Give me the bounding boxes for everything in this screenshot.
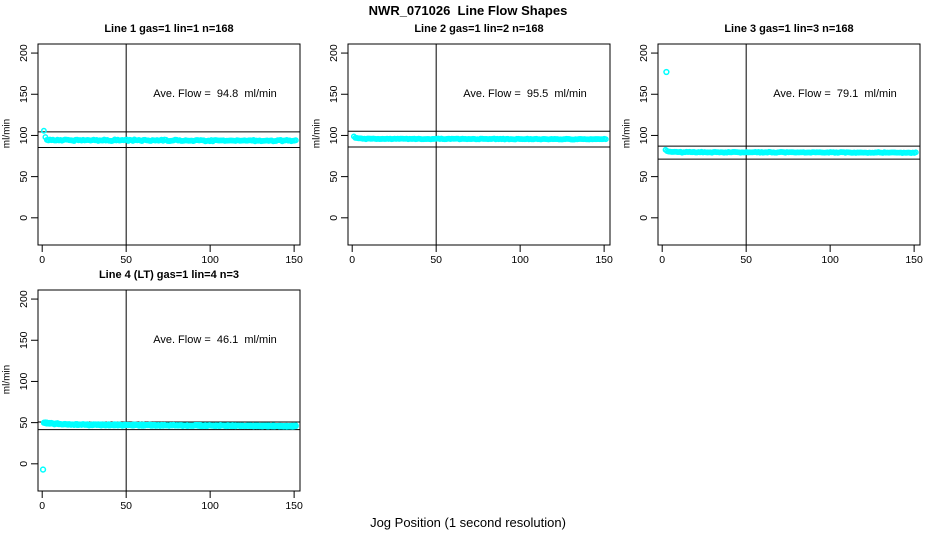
y-axis-label: ml/min bbox=[621, 118, 633, 149]
data-point bbox=[40, 127, 47, 134]
panel-title: Line 1 gas=1 lin=1 n=168 bbox=[104, 23, 234, 35]
x-tick-label: 0 bbox=[659, 254, 665, 266]
y-axis-label: ml/min bbox=[1, 118, 13, 149]
plot-area-line-4: 0 50 100 150 0 50 100 150 200 bbox=[18, 289, 303, 512]
y-tick-label: 200 bbox=[18, 290, 30, 308]
panel-title: Line 2 gas=1 lin=2 n=168 bbox=[414, 23, 544, 35]
plot-box bbox=[347, 43, 611, 246]
y-tick-label: 0 bbox=[328, 215, 340, 221]
x-tick-label: 50 bbox=[740, 254, 752, 266]
x-tick-label: 50 bbox=[120, 254, 132, 266]
y-tick-label: 100 bbox=[638, 127, 650, 145]
x-tick-label: 0 bbox=[39, 500, 45, 512]
data-point bbox=[292, 137, 299, 144]
x-axis-label: Jog Position (1 second resolution) bbox=[370, 515, 566, 530]
plot-box bbox=[37, 43, 301, 246]
panel-title: Line 3 gas=1 lin=3 n=168 bbox=[724, 23, 854, 35]
y-tick-label: 50 bbox=[638, 171, 650, 183]
x-tick-label: 150 bbox=[285, 254, 303, 266]
x-tick-label: 150 bbox=[905, 254, 923, 266]
ave-flow-annotation: Ave. Flow = 95.5 ml/min bbox=[463, 88, 587, 100]
data-point bbox=[912, 149, 919, 156]
panel-line-3: 0 50 100 150 0 50 100 150 200 Line 3 gas=1 lin=3… bbox=[620, 20, 932, 270]
y-tick-label: 200 bbox=[328, 44, 340, 62]
y-axis-label: ml/min bbox=[1, 364, 13, 395]
y-tick-label: 50 bbox=[18, 171, 30, 183]
data-point bbox=[292, 423, 299, 430]
panel-line-1: 0 50 100 150 0 50 100 150 200 Line 1 gas=1 lin=1… bbox=[0, 20, 312, 270]
y-tick-label: 50 bbox=[18, 417, 30, 429]
y-tick-label: 100 bbox=[328, 127, 340, 145]
y-tick-label: 150 bbox=[18, 331, 30, 349]
x-tick-label: 150 bbox=[595, 254, 613, 266]
panel-line-2: 0 50 100 150 0 50 100 150 200 Line 2 gas=1 lin=2… bbox=[310, 20, 622, 270]
x-tick-label: 150 bbox=[285, 500, 303, 512]
x-tick-label: 100 bbox=[201, 254, 219, 266]
outlier-point bbox=[39, 466, 47, 473]
data-point bbox=[602, 136, 609, 143]
panel-title: Line 4 (LT) gas=1 lin=4 n=3 bbox=[98, 269, 240, 281]
plot-area-line-1: 0 50 100 150 0 50 100 150 200 bbox=[18, 43, 303, 266]
ave-flow-annotation: Ave. Flow = 94.8 ml/min bbox=[153, 88, 277, 100]
x-tick-label: 100 bbox=[201, 500, 219, 512]
y-tick-label: 0 bbox=[18, 461, 30, 467]
plot-area-line-3: 0 50 100 150 0 50 100 150 200 bbox=[638, 43, 923, 266]
y-axis-label: ml/min bbox=[311, 118, 323, 149]
y-tick-label: 100 bbox=[18, 127, 30, 145]
plot-box bbox=[37, 289, 301, 492]
y-tick-label: 200 bbox=[18, 44, 30, 62]
x-tick-label: 100 bbox=[511, 254, 529, 266]
y-tick-label: 150 bbox=[18, 85, 30, 103]
y-tick-label: 150 bbox=[328, 85, 340, 103]
x-tick-label: 0 bbox=[39, 254, 45, 266]
y-tick-label: 0 bbox=[638, 215, 650, 221]
x-tick-label: 0 bbox=[349, 254, 355, 266]
plot-area-line-2: 0 50 100 150 0 50 100 150 200 bbox=[328, 43, 613, 266]
y-tick-label: 100 bbox=[18, 373, 30, 391]
outlier-point bbox=[663, 68, 670, 76]
ave-flow-annotation: Ave. Flow = 79.1 ml/min bbox=[773, 88, 897, 100]
y-tick-label: 150 bbox=[638, 85, 650, 103]
panel-line-4: 0 50 100 150 0 50 100 150 200 Line 4 (LT) gas=1 … bbox=[0, 266, 312, 516]
y-tick-label: 50 bbox=[328, 171, 340, 183]
plot-box bbox=[657, 43, 921, 246]
x-tick-label: 100 bbox=[821, 254, 839, 266]
y-tick-label: 200 bbox=[638, 44, 650, 62]
ave-flow-annotation: Ave. Flow = 46.1 ml/min bbox=[153, 334, 277, 346]
x-tick-label: 50 bbox=[120, 500, 132, 512]
y-tick-label: 0 bbox=[18, 215, 30, 221]
figure-title: NWR_071026 Line Flow Shapes bbox=[368, 3, 568, 18]
x-tick-label: 50 bbox=[430, 254, 442, 266]
